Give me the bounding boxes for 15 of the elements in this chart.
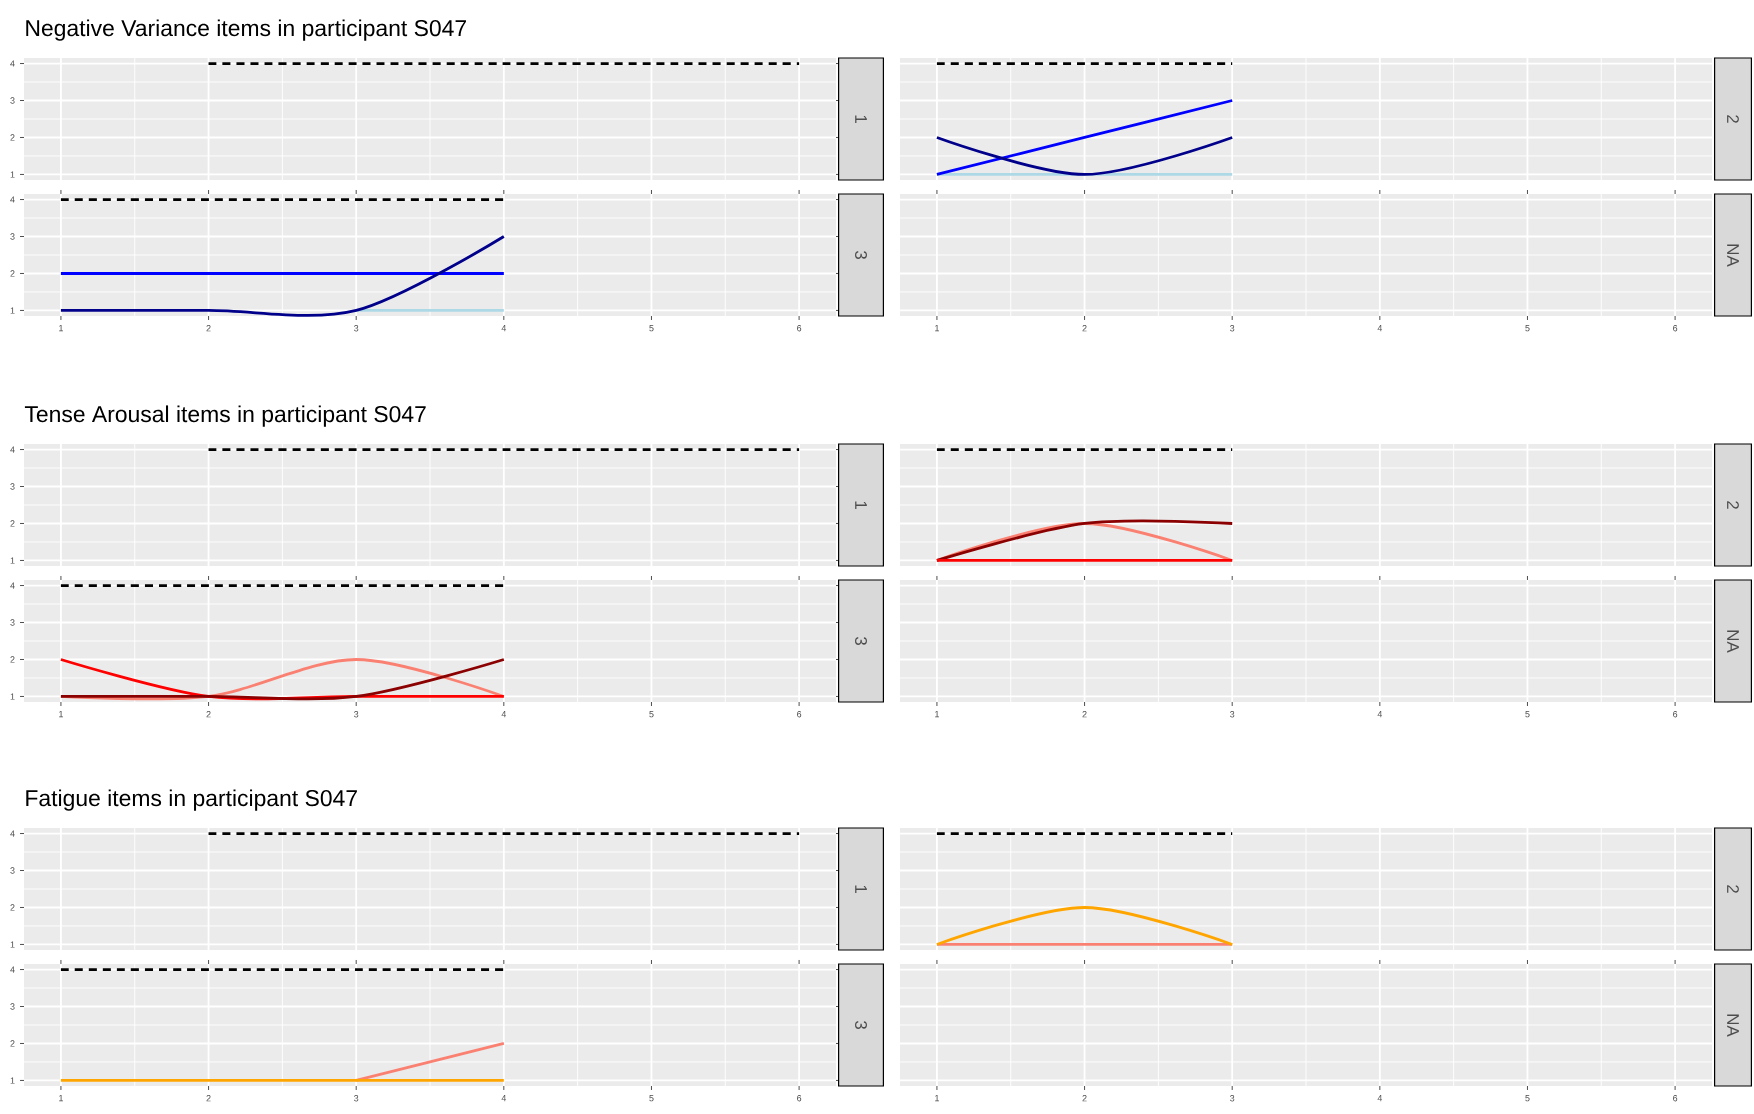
text: 1 [855,501,867,509]
text: NA [1727,1014,1739,1037]
text: 1 [855,115,867,123]
chart-title: Negative Variance items in participant S047 [26,19,466,41]
text: 2 [1727,885,1739,893]
text: 3 [855,250,867,259]
chart-title: Tense Arousal items in participant S047 [24,405,426,427]
text: 3 [855,1020,867,1029]
text: 2 [1727,115,1739,123]
text: NA [1727,630,1739,653]
text: 3 [855,636,867,645]
text: 1 [855,885,867,893]
text: 2 [1727,501,1739,509]
chart-title: Fatigue items in participant S047 [26,789,357,811]
text: NA [1727,244,1739,267]
